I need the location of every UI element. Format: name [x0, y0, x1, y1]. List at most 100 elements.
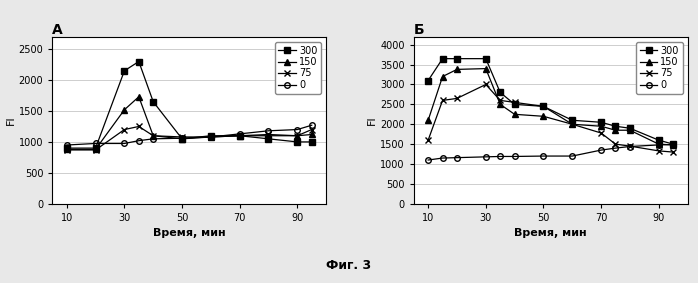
- 300: [540, 105, 548, 108]
- 150: [597, 125, 605, 128]
- 75: [91, 148, 100, 152]
- 0: [597, 148, 605, 152]
- 150: [178, 137, 186, 141]
- 75: [669, 150, 677, 154]
- 150: [63, 148, 71, 151]
- 150: [482, 67, 490, 70]
- 75: [655, 149, 663, 153]
- 75: [625, 144, 634, 148]
- 75: [235, 134, 244, 138]
- 300: [149, 100, 158, 103]
- 150: [293, 134, 302, 138]
- 0: [149, 137, 158, 141]
- 300: [669, 142, 677, 146]
- Line: 150: 150: [425, 66, 676, 148]
- 75: [178, 135, 186, 139]
- 300: [135, 60, 143, 63]
- 300: [625, 127, 634, 130]
- Line: 0: 0: [64, 123, 315, 148]
- 150: [655, 142, 663, 146]
- 0: [540, 154, 548, 158]
- 300: [293, 140, 302, 143]
- 300: [308, 140, 316, 143]
- 150: [496, 103, 505, 106]
- 75: [63, 148, 71, 152]
- 300: [611, 125, 620, 128]
- 300: [207, 134, 215, 138]
- 300: [568, 119, 577, 122]
- 300: [120, 69, 128, 72]
- 300: [482, 57, 490, 60]
- 0: [625, 145, 634, 148]
- 150: [453, 68, 461, 71]
- 0: [235, 132, 244, 136]
- Y-axis label: FI: FI: [6, 115, 16, 125]
- 75: [568, 123, 577, 126]
- 150: [540, 115, 548, 118]
- 0: [510, 155, 519, 158]
- 300: [438, 57, 447, 60]
- 75: [207, 135, 215, 139]
- 300: [265, 137, 273, 141]
- 300: [597, 121, 605, 124]
- 0: [308, 123, 316, 127]
- 75: [265, 133, 273, 136]
- 75: [510, 101, 519, 104]
- Line: 75: 75: [64, 123, 315, 153]
- 300: [91, 146, 100, 150]
- Line: 300: 300: [64, 59, 315, 151]
- 0: [207, 135, 215, 139]
- 75: [438, 99, 447, 102]
- 150: [438, 75, 447, 78]
- 0: [611, 146, 620, 150]
- 0: [482, 155, 490, 158]
- 0: [63, 143, 71, 147]
- 150: [235, 134, 244, 138]
- Y-axis label: FI: FI: [367, 115, 377, 125]
- 300: [178, 137, 186, 141]
- Line: 150: 150: [64, 94, 315, 152]
- 75: [293, 134, 302, 138]
- 75: [597, 131, 605, 135]
- Text: Б: Б: [414, 23, 424, 37]
- Line: 300: 300: [425, 56, 676, 147]
- 0: [453, 156, 461, 159]
- Text: Фиг. 3: Фиг. 3: [327, 259, 371, 272]
- 75: [453, 97, 461, 100]
- 150: [669, 143, 677, 147]
- 300: [424, 79, 432, 82]
- 0: [424, 158, 432, 162]
- 75: [540, 105, 548, 108]
- 75: [482, 83, 490, 86]
- X-axis label: Время, мин: Время, мин: [514, 228, 587, 238]
- 150: [149, 134, 158, 138]
- 0: [655, 143, 663, 147]
- 0: [135, 139, 143, 142]
- 150: [308, 133, 316, 136]
- 75: [496, 99, 505, 102]
- 75: [611, 142, 620, 146]
- 150: [265, 134, 273, 138]
- 150: [625, 128, 634, 132]
- 150: [510, 113, 519, 116]
- 300: [453, 57, 461, 60]
- 75: [149, 134, 158, 138]
- 150: [424, 119, 432, 122]
- Legend: 300, 150, 75, 0: 300, 150, 75, 0: [636, 42, 683, 94]
- 0: [496, 155, 505, 158]
- 75: [135, 125, 143, 128]
- 75: [120, 128, 128, 131]
- X-axis label: Время, мин: Время, мин: [153, 228, 225, 238]
- Line: 0: 0: [425, 142, 676, 163]
- 0: [293, 128, 302, 131]
- 150: [568, 123, 577, 126]
- 150: [91, 148, 100, 151]
- 150: [135, 95, 143, 98]
- 150: [207, 135, 215, 139]
- 300: [496, 91, 505, 94]
- 300: [63, 146, 71, 150]
- 150: [611, 128, 620, 132]
- 300: [510, 103, 519, 106]
- 0: [265, 129, 273, 132]
- 300: [655, 138, 663, 142]
